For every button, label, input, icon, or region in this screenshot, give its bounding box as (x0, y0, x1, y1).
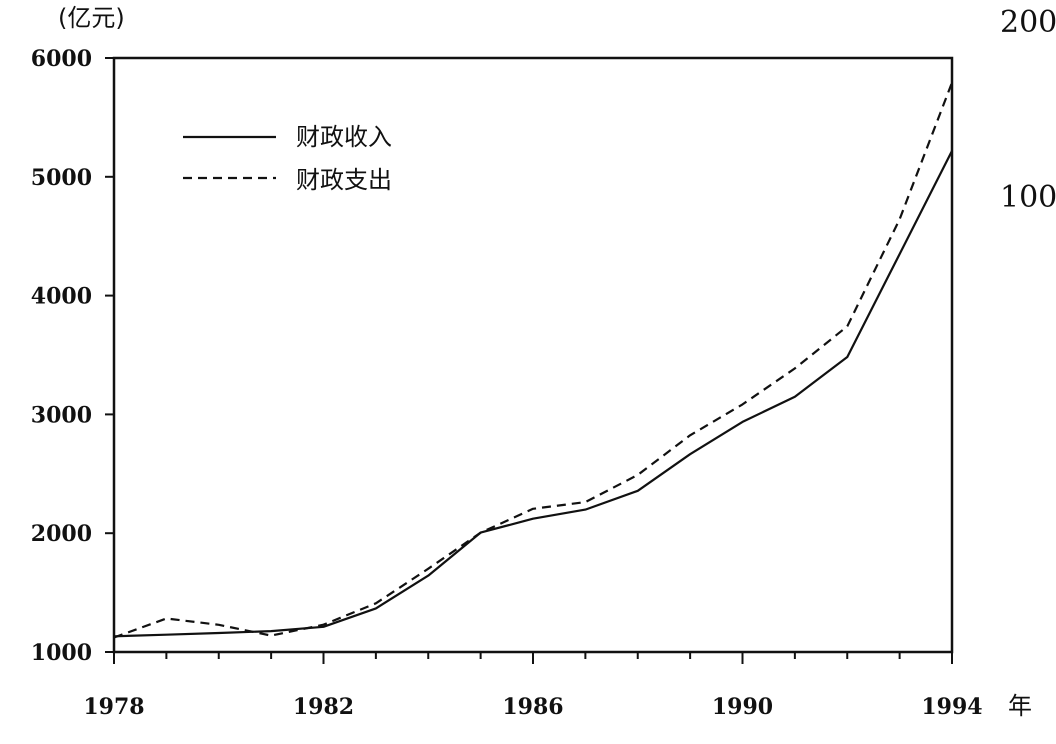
edge-text-middle: 100 (1000, 180, 1056, 215)
legend-label-revenue: 财政收入 (296, 123, 392, 151)
y-tick-label-5000: 5000 (31, 165, 92, 191)
x-tick-label-1994: 1994 (921, 694, 982, 720)
plot-frame (112, 56, 954, 654)
x-axis-unit-label: 年 (1008, 692, 1032, 720)
x-tick-label-1986: 1986 (502, 694, 563, 720)
y-tick-label-4000: 4000 (31, 284, 92, 310)
x-axis-ticks (113, 652, 953, 664)
x-tick-label-1978: 1978 (83, 694, 144, 720)
y-tick-label-1000: 1000 (31, 640, 92, 666)
legend-label-expenditure: 财政支出 (296, 166, 392, 194)
series-lines (113, 82, 954, 639)
x-tick-labels: 1978 1982 1986 1990 1994 (83, 694, 982, 720)
y-tick-label-2000: 2000 (31, 521, 92, 547)
x-tick-label-1990: 1990 (712, 694, 773, 720)
y-tick-labels: 1000 2000 3000 4000 5000 6000 (31, 46, 92, 666)
y-tick-label-6000: 6000 (31, 46, 92, 72)
y-axis-ticks (105, 57, 114, 653)
y-axis-unit-label: (亿元) (58, 4, 125, 32)
edge-text-top: 200 (1000, 5, 1056, 40)
x-tick-label-1982: 1982 (293, 694, 354, 720)
y-tick-label-3000: 3000 (31, 402, 92, 428)
series-line-expenditure (113, 82, 954, 639)
series-line-revenue (113, 150, 953, 638)
legend: 财政收入 财政支出 (183, 123, 392, 194)
